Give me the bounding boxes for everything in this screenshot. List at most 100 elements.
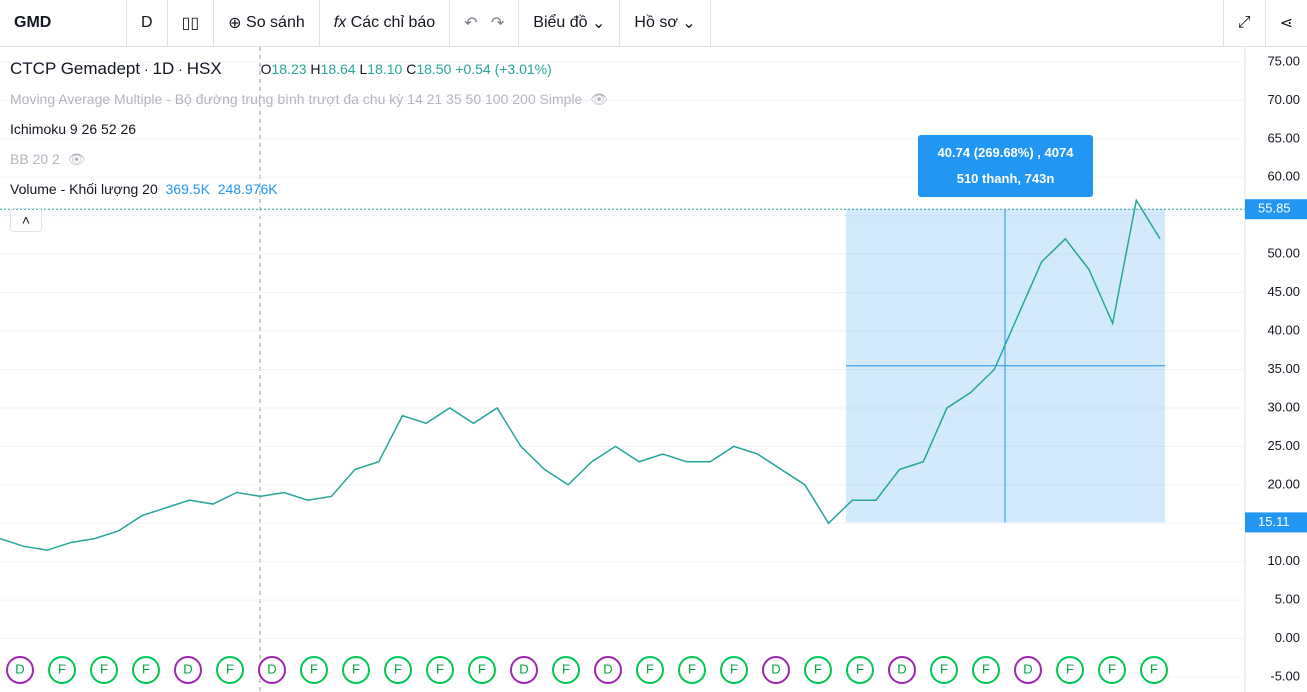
event-label: D	[1023, 661, 1032, 676]
ma-label: Moving Average Multiple - Bộ đường trung…	[10, 91, 583, 107]
indicators-label: Các chỉ báo	[350, 14, 436, 31]
event[interactable]: D	[174, 656, 202, 684]
symbol-interval: 1D	[152, 59, 175, 78]
event-circle	[132, 656, 160, 684]
y-tick-label: 50.00	[1267, 246, 1300, 261]
indicators[interactable]: fx Các chỉ báo	[320, 0, 451, 46]
event[interactable]: D	[594, 656, 622, 684]
event-circle	[342, 656, 370, 684]
event[interactable]: D	[762, 656, 790, 684]
event[interactable]: F	[216, 656, 244, 684]
event-circle	[1056, 656, 1084, 684]
event[interactable]: F	[1140, 656, 1168, 684]
price-axis	[1245, 47, 1307, 692]
ohlc-label: L	[359, 61, 368, 77]
event-label: D	[519, 661, 528, 676]
y-tick-label: 20.00	[1267, 476, 1300, 491]
event-label: D	[771, 661, 780, 676]
event[interactable]: F	[342, 656, 370, 684]
event[interactable]: D	[1014, 656, 1042, 684]
event[interactable]: D	[510, 656, 538, 684]
interval[interactable]: D	[127, 0, 168, 46]
event[interactable]: F	[846, 656, 874, 684]
event[interactable]: F	[426, 656, 454, 684]
profile-label: Hồ sơ	[634, 14, 678, 31]
y-tick-label: -5.00	[1270, 668, 1300, 683]
fullscreen[interactable]: ⤢	[1222, 0, 1266, 46]
y-tick-label: 75.00	[1267, 53, 1300, 68]
event[interactable]: F	[1056, 656, 1084, 684]
chart-style[interactable]: ▯▯	[168, 0, 215, 46]
symbol-name: CTCP Gemadept	[10, 59, 141, 78]
volume: Volume - Khối lượng 20 369.5K 248.976K	[10, 178, 608, 208]
event-circle	[552, 656, 580, 684]
y-tick-label: 70.00	[1267, 92, 1300, 107]
event-circle	[1014, 656, 1042, 684]
share[interactable]: ⋖	[1279, 15, 1293, 32]
collapse[interactable]: ˄	[10, 208, 42, 232]
price-marker-label: 15.11	[1258, 514, 1290, 529]
event[interactable]: F	[1098, 656, 1126, 684]
event[interactable]: F	[552, 656, 580, 684]
measure-tooltip: 40.74 (269.68%) , 4074 510 thanh, 743n	[918, 135, 1093, 197]
y-tick-label: 35.00	[1267, 361, 1300, 376]
event-label: F	[646, 661, 654, 676]
event[interactable]: D	[258, 656, 286, 684]
icon: fx	[333, 14, 351, 31]
bb: BB 20 2 👁	[10, 151, 86, 167]
event[interactable]: F	[48, 656, 76, 684]
event[interactable]: F	[468, 656, 496, 684]
y-tick-label: 60.00	[1267, 169, 1300, 184]
event[interactable]: F	[678, 656, 706, 684]
price-marker-label: 55.85	[1258, 201, 1291, 216]
ohlc: O18.23 H18.64 L18.10 C18.50	[261, 61, 456, 77]
event-label: F	[1108, 661, 1116, 676]
event-label: F	[478, 661, 486, 676]
event-circle	[300, 656, 328, 684]
event-circle	[930, 656, 958, 684]
exchange: HSX	[186, 59, 222, 78]
compare[interactable]: ⊕ So sánh	[214, 0, 320, 46]
ohlc-label: H	[310, 61, 321, 77]
event-circle	[888, 656, 916, 684]
symbol[interactable]: GMD	[0, 0, 127, 46]
event-label: F	[940, 661, 948, 676]
event[interactable]: F	[300, 656, 328, 684]
event-label: F	[730, 661, 738, 676]
chart-menu[interactable]: Biểu đồ ⌄	[519, 0, 621, 46]
legend: CTCP Gemadept · 1D · HSX O18.23 H18.64 L…	[10, 58, 608, 232]
volume-label: Volume - Khối lượng 20	[10, 181, 158, 197]
event[interactable]: D	[6, 656, 34, 684]
event-label: F	[58, 661, 66, 676]
event[interactable]: F	[636, 656, 664, 684]
ohlc-value: 18.23	[271, 61, 307, 77]
y-tick-label: 10.00	[1267, 553, 1300, 568]
event[interactable]: F	[384, 656, 412, 684]
y-tick-label: 30.00	[1267, 399, 1300, 414]
event[interactable]: F	[720, 656, 748, 684]
undo-redo[interactable]: ↶ ↷	[450, 0, 520, 46]
event-circle	[594, 656, 622, 684]
ohlc-value: 18.64	[320, 61, 356, 77]
y-tick-label: 65.00	[1267, 130, 1300, 145]
event[interactable]: F	[90, 656, 118, 684]
ichimoku: Ichimoku 9 26 52 26	[10, 121, 137, 137]
event[interactable]: F	[930, 656, 958, 684]
event-label: F	[142, 661, 150, 676]
event-circle	[90, 656, 118, 684]
event-circle	[636, 656, 664, 684]
event[interactable]: D	[888, 656, 916, 684]
event[interactable]: F	[972, 656, 1000, 684]
event-circle	[804, 656, 832, 684]
profile-menu[interactable]: Hồ sơ ⌄	[620, 0, 711, 46]
event-label: F	[352, 661, 360, 676]
event[interactable]: F	[132, 656, 160, 684]
event-circle	[48, 656, 76, 684]
event-circle	[678, 656, 706, 684]
event-label: F	[814, 661, 822, 676]
event-label: F	[1066, 661, 1074, 676]
y-tick-label: 40.00	[1267, 322, 1300, 337]
event[interactable]: F	[804, 656, 832, 684]
event-circle	[1140, 656, 1168, 684]
